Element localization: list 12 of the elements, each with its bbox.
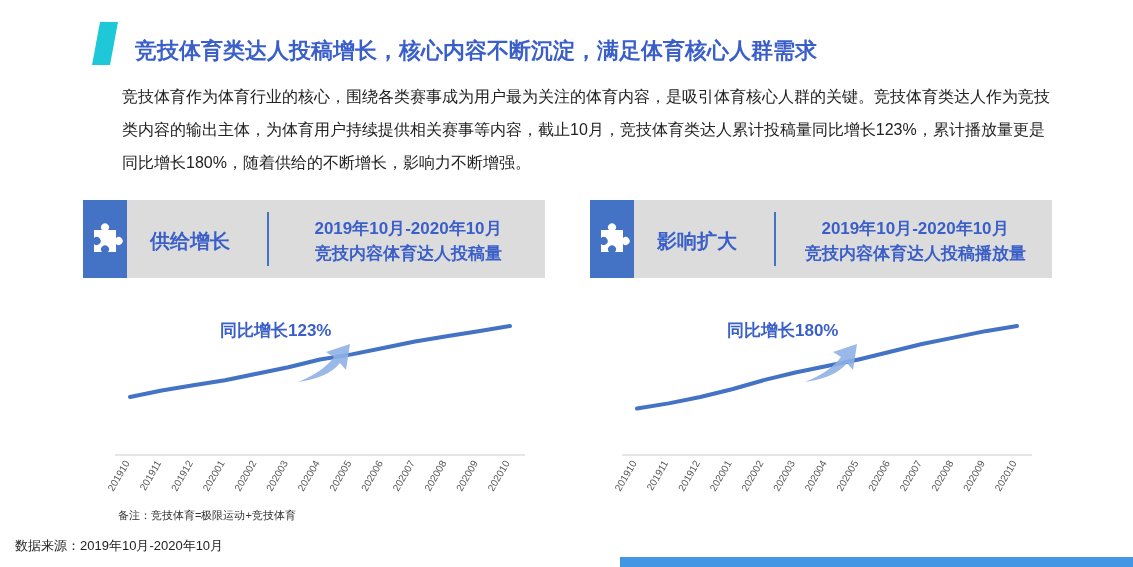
text: 竞技内容体育达人投稿播放量	[803, 243, 1026, 263]
chart-subtitle: 2019年10月-2020年10月	[821, 219, 1009, 238]
annotation: 同比增长180%	[727, 321, 839, 340]
text: 备注：竞技体育=极限运动+竞技体育	[118, 509, 296, 521]
chart-title: 影响扩大	[656, 230, 738, 252]
chart-title: 供给增长	[149, 230, 231, 252]
chart-subtitle: 2019年10月-2020年10月	[314, 219, 502, 238]
source-note: 数据来源：2019年10月-2020年10月	[15, 538, 224, 553]
text: 竞技体育类达人投稿增长，核心内容不断沉淀，满足体育核心人群需求	[134, 38, 818, 63]
text: 竞技体育作为体育行业的核心，围绕各类赛事成为用户最为关注的体育内容，是吸引体育核心人群的关键。竞技体育类达人作为竞技类内容的输出主体，为体育用户持续提供相关赛事等内容，截止10月，竞技体育类达人累计投稿量同比增长123%，累计播放量更是同比增长180%，随着供给的不断增长，影响力不断增强。	[122, 87, 1051, 173]
annotation: 同比增长123%	[220, 321, 332, 340]
text: 竞技内容体育达人投稿量	[313, 243, 502, 263]
